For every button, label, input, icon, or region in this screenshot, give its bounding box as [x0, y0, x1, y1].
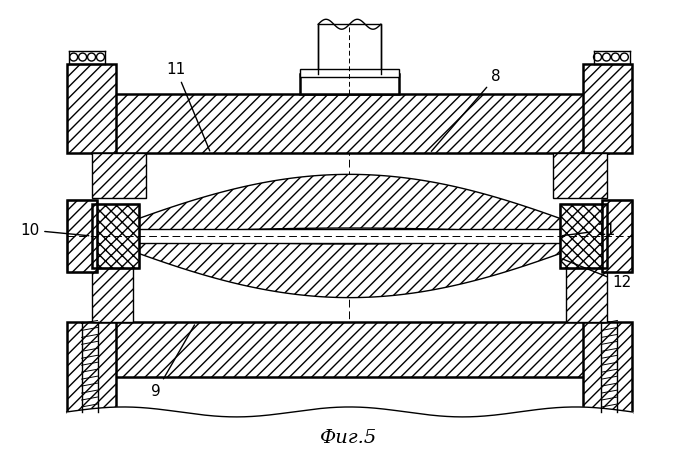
Bar	[565, 268, 607, 322]
Circle shape	[87, 53, 96, 61]
Polygon shape	[92, 175, 607, 236]
Text: 9: 9	[151, 325, 194, 399]
Bar	[66, 200, 96, 272]
Bar	[603, 200, 633, 272]
Bar	[560, 204, 607, 268]
Circle shape	[603, 53, 610, 61]
Circle shape	[593, 53, 602, 61]
Text: 8: 8	[431, 69, 501, 151]
Bar	[553, 154, 607, 198]
Bar	[66, 200, 96, 272]
Bar	[92, 204, 139, 268]
Bar	[582, 322, 633, 412]
Bar	[582, 64, 633, 154]
Circle shape	[612, 53, 619, 61]
Bar	[66, 322, 117, 412]
Circle shape	[78, 53, 87, 61]
Text: 11: 11	[166, 62, 210, 151]
Text: 12: 12	[562, 259, 632, 290]
Bar	[318, 24, 381, 74]
Bar	[66, 64, 117, 154]
Bar	[92, 204, 139, 268]
Circle shape	[70, 53, 78, 61]
Bar	[301, 74, 398, 94]
Circle shape	[621, 53, 628, 61]
Text: Фиг.5: Фиг.5	[320, 429, 377, 447]
Polygon shape	[92, 236, 607, 298]
Bar	[603, 200, 633, 272]
Bar	[92, 154, 146, 198]
Bar	[560, 204, 607, 268]
Text: 11: 11	[563, 222, 616, 238]
Bar	[92, 229, 607, 243]
Text: 10: 10	[20, 222, 89, 238]
Circle shape	[96, 53, 104, 61]
Bar	[92, 268, 134, 322]
Bar	[301, 69, 398, 77]
Bar	[92, 94, 608, 154]
Bar	[92, 322, 608, 377]
